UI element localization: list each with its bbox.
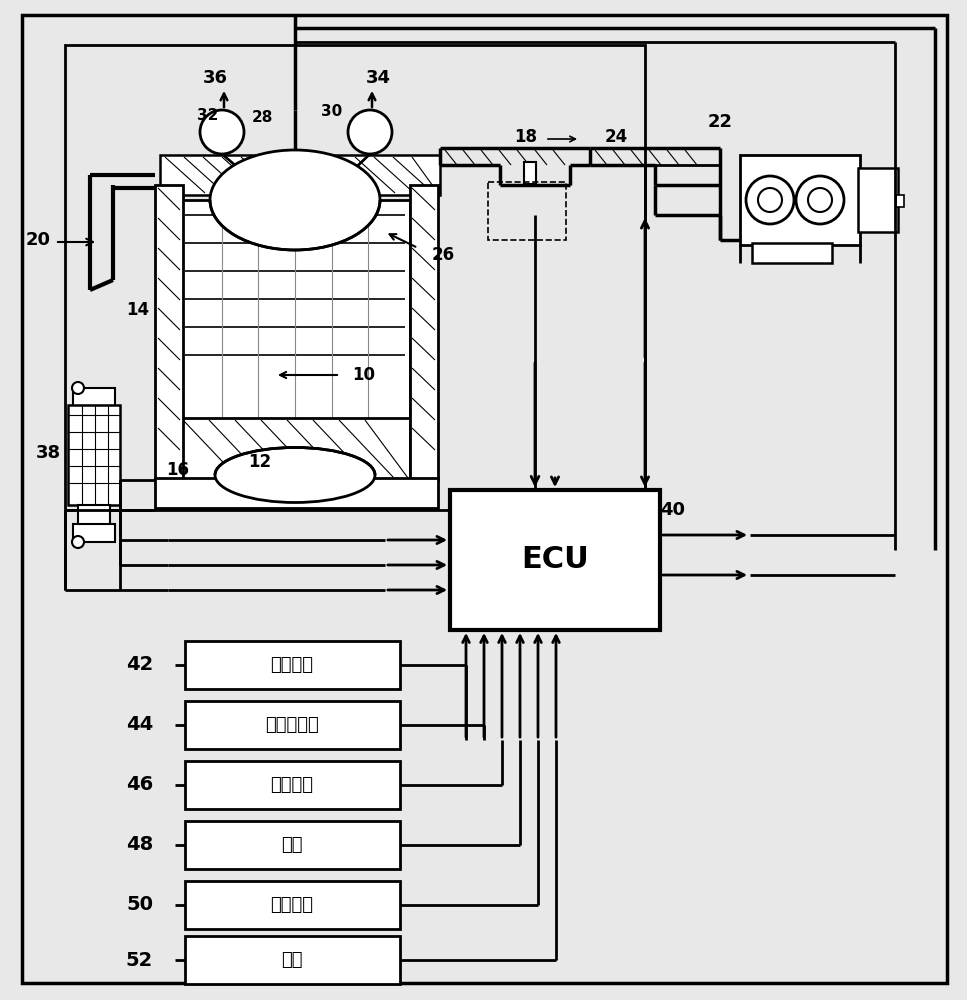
Bar	[65, 45, 645, 510]
Text: 40: 40	[660, 501, 685, 519]
Text: ECU: ECU	[521, 546, 589, 574]
Text: 14: 14	[127, 301, 150, 319]
Bar	[155, 185, 183, 480]
Bar	[73, 388, 115, 406]
Text: 44: 44	[126, 716, 153, 734]
Text: 48: 48	[126, 836, 153, 854]
Text: 20: 20	[25, 231, 50, 249]
Text: 排气凸轮角: 排气凸轮角	[265, 716, 319, 734]
Bar	[185, 936, 400, 984]
Bar	[450, 490, 660, 630]
Text: 油温: 油温	[281, 836, 303, 854]
Circle shape	[796, 176, 844, 224]
Bar	[524, 162, 536, 184]
Bar	[78, 505, 110, 525]
Text: 50: 50	[126, 896, 153, 914]
Circle shape	[200, 110, 244, 154]
Text: 30: 30	[321, 104, 342, 119]
Ellipse shape	[215, 448, 375, 502]
Circle shape	[72, 536, 84, 548]
Text: 32: 32	[197, 107, 219, 122]
Bar	[488, 182, 566, 240]
Text: 档位: 档位	[281, 951, 303, 969]
Circle shape	[746, 176, 794, 224]
Text: 38: 38	[36, 444, 61, 462]
Circle shape	[758, 188, 782, 212]
Bar	[180, 200, 410, 420]
Bar	[73, 524, 115, 542]
Text: 曲轴转角: 曲轴转角	[271, 656, 313, 674]
Ellipse shape	[210, 150, 380, 250]
Bar	[68, 405, 120, 505]
Bar	[185, 821, 400, 869]
Text: 34: 34	[366, 69, 391, 87]
Text: 22: 22	[708, 113, 732, 131]
Bar	[185, 701, 400, 749]
Text: 12: 12	[249, 453, 272, 471]
Bar	[752, 243, 832, 263]
Text: 18: 18	[514, 128, 537, 146]
Bar	[160, 155, 440, 195]
Text: 24: 24	[604, 128, 628, 146]
Text: 10: 10	[352, 366, 375, 384]
Bar	[896, 195, 904, 207]
Text: 42: 42	[126, 656, 153, 674]
Text: 46: 46	[126, 776, 153, 794]
Text: 16: 16	[166, 461, 190, 479]
Text: 26: 26	[432, 246, 455, 264]
Bar	[858, 168, 898, 232]
Bar	[410, 185, 438, 480]
Text: 油门开度: 油门开度	[271, 776, 313, 794]
Bar	[185, 881, 400, 929]
Bar	[185, 761, 400, 809]
Bar	[740, 155, 860, 245]
Circle shape	[348, 110, 392, 154]
Bar	[185, 641, 400, 689]
Bar	[180, 418, 410, 480]
Text: 36: 36	[202, 69, 227, 87]
Text: 28: 28	[251, 110, 273, 125]
Circle shape	[72, 382, 84, 394]
Bar	[155, 478, 438, 508]
Text: 52: 52	[126, 950, 153, 970]
Circle shape	[808, 188, 832, 212]
Text: 缸内压力: 缸内压力	[271, 896, 313, 914]
